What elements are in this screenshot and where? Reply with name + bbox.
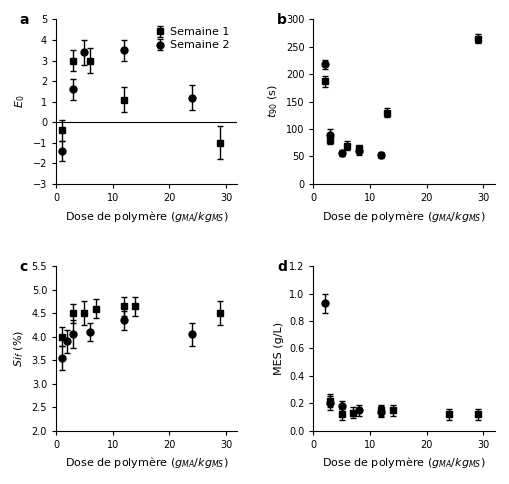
Text: b: b [277, 13, 287, 27]
X-axis label: Dose de polymère ($g_{MA}/kg_{MS}$): Dose de polymère ($g_{MA}/kg_{MS}$) [322, 209, 485, 224]
Legend: Semaine 1, Semaine 2: Semaine 1, Semaine 2 [152, 25, 231, 53]
Y-axis label: $Si_f$ (%): $Si_f$ (%) [12, 330, 26, 367]
Text: d: d [277, 259, 287, 273]
Y-axis label: $E_0$: $E_0$ [13, 95, 27, 108]
Text: c: c [20, 259, 28, 273]
Text: a: a [20, 13, 30, 27]
X-axis label: Dose de polymère ($g_{MA}/kg_{MS}$): Dose de polymère ($g_{MA}/kg_{MS}$) [65, 455, 228, 470]
Y-axis label: $t_{90}$ (s): $t_{90}$ (s) [266, 85, 280, 119]
Y-axis label: MES (g/L): MES (g/L) [273, 322, 283, 375]
X-axis label: Dose de polymère ($g_{MA}/kg_{MS}$): Dose de polymère ($g_{MA}/kg_{MS}$) [322, 455, 485, 470]
X-axis label: Dose de polymère ($g_{MA}/kg_{MS}$): Dose de polymère ($g_{MA}/kg_{MS}$) [65, 209, 228, 224]
